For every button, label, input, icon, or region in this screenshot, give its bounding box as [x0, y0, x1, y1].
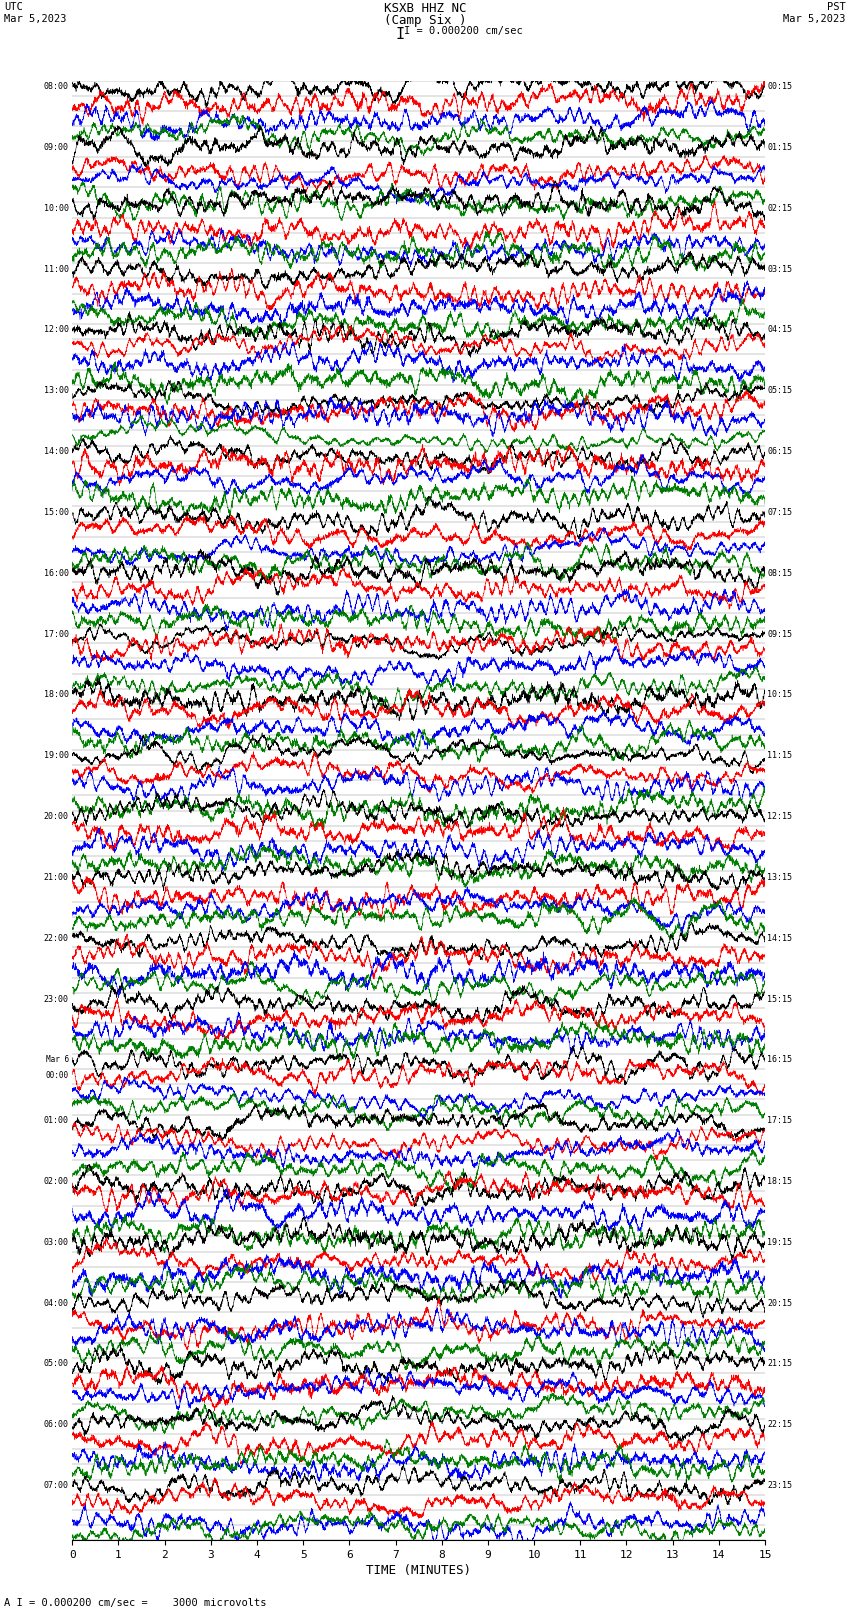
Text: 17:00: 17:00	[44, 629, 69, 639]
Text: KSXB HHZ NC: KSXB HHZ NC	[383, 3, 467, 16]
Text: Mar 6: Mar 6	[46, 1055, 69, 1065]
Text: 05:15: 05:15	[768, 386, 792, 395]
Text: 18:15: 18:15	[768, 1177, 792, 1186]
Text: 23:15: 23:15	[768, 1481, 792, 1490]
Text: 17:15: 17:15	[768, 1116, 792, 1126]
Text: UTC: UTC	[4, 3, 23, 13]
Text: 06:15: 06:15	[768, 447, 792, 456]
Text: 03:00: 03:00	[44, 1237, 69, 1247]
Text: 19:00: 19:00	[44, 752, 69, 760]
Text: 16:15: 16:15	[768, 1055, 792, 1065]
Text: Mar 5,2023: Mar 5,2023	[783, 13, 846, 24]
Text: 21:15: 21:15	[768, 1360, 792, 1368]
Text: 04:15: 04:15	[768, 326, 792, 334]
Text: 18:00: 18:00	[44, 690, 69, 700]
Text: 01:00: 01:00	[44, 1116, 69, 1126]
Text: 21:00: 21:00	[44, 873, 69, 882]
Text: 14:00: 14:00	[44, 447, 69, 456]
Text: 09:00: 09:00	[44, 144, 69, 152]
Text: 00:00: 00:00	[46, 1071, 69, 1079]
Text: 04:00: 04:00	[44, 1298, 69, 1308]
Text: 13:00: 13:00	[44, 386, 69, 395]
Text: 08:15: 08:15	[768, 569, 792, 577]
Text: 02:00: 02:00	[44, 1177, 69, 1186]
Text: PST: PST	[827, 3, 846, 13]
Text: 22:15: 22:15	[768, 1421, 792, 1429]
Text: 20:15: 20:15	[768, 1298, 792, 1308]
Text: 08:00: 08:00	[44, 82, 69, 92]
Text: 05:00: 05:00	[44, 1360, 69, 1368]
Text: 11:15: 11:15	[768, 752, 792, 760]
Text: 03:15: 03:15	[768, 265, 792, 274]
Text: 15:00: 15:00	[44, 508, 69, 516]
Text: 15:15: 15:15	[768, 995, 792, 1003]
Text: 10:15: 10:15	[768, 690, 792, 700]
Text: 07:15: 07:15	[768, 508, 792, 516]
Text: 12:15: 12:15	[768, 811, 792, 821]
X-axis label: TIME (MINUTES): TIME (MINUTES)	[366, 1565, 471, 1578]
Text: 11:00: 11:00	[44, 265, 69, 274]
Text: 06:00: 06:00	[44, 1421, 69, 1429]
Text: 02:15: 02:15	[768, 203, 792, 213]
Text: 20:00: 20:00	[44, 811, 69, 821]
Text: 12:00: 12:00	[44, 326, 69, 334]
Text: I = 0.000200 cm/sec: I = 0.000200 cm/sec	[404, 26, 523, 35]
Text: 19:15: 19:15	[768, 1237, 792, 1247]
Text: 14:15: 14:15	[768, 934, 792, 942]
Text: 10:00: 10:00	[44, 203, 69, 213]
Text: 00:15: 00:15	[768, 82, 792, 92]
Text: 13:15: 13:15	[768, 873, 792, 882]
Text: 16:00: 16:00	[44, 569, 69, 577]
Text: 22:00: 22:00	[44, 934, 69, 942]
Text: 07:00: 07:00	[44, 1481, 69, 1490]
Text: 23:00: 23:00	[44, 995, 69, 1003]
Text: A I = 0.000200 cm/sec =    3000 microvolts: A I = 0.000200 cm/sec = 3000 microvolts	[4, 1598, 267, 1608]
Text: 01:15: 01:15	[768, 144, 792, 152]
Text: (Camp Six ): (Camp Six )	[383, 13, 467, 27]
Text: Mar 5,2023: Mar 5,2023	[4, 13, 67, 24]
Text: 09:15: 09:15	[768, 629, 792, 639]
Text: I: I	[395, 26, 405, 42]
